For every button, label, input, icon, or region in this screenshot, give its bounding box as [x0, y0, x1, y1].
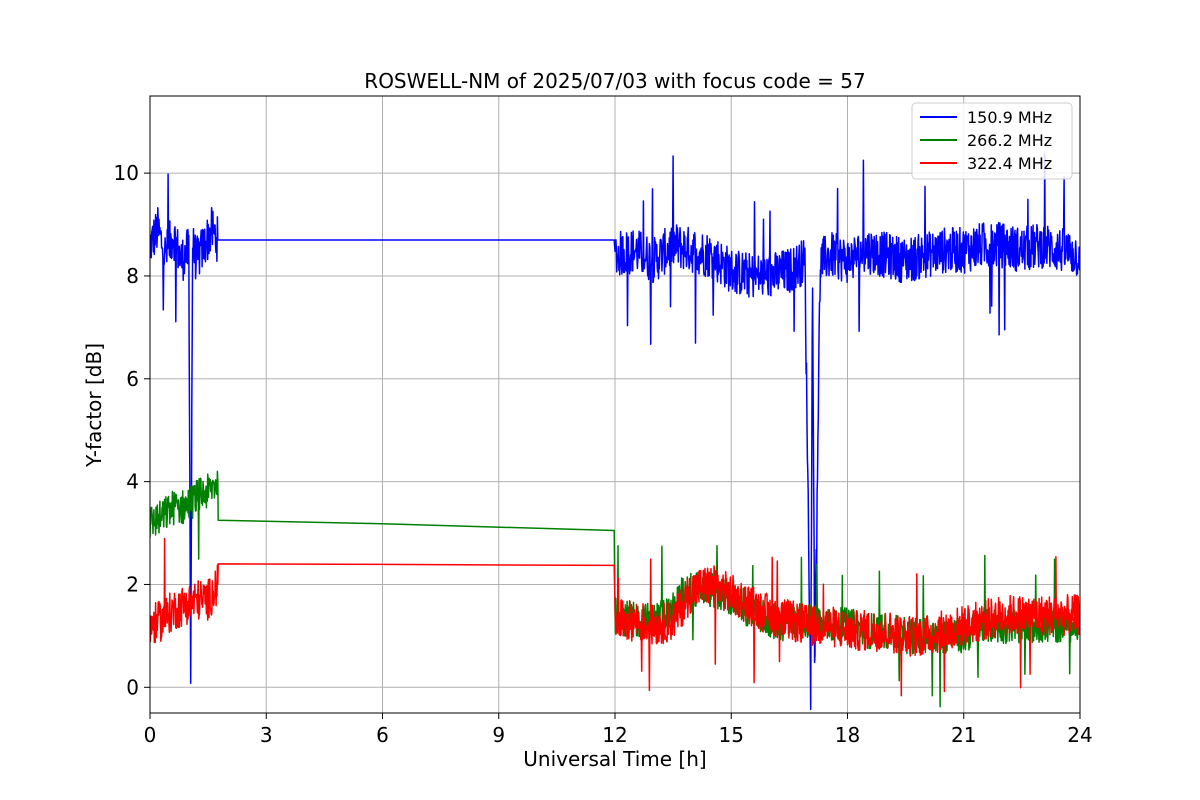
- y-tick-label: 4: [126, 470, 139, 494]
- x-tick-label: 12: [602, 723, 627, 747]
- y-tick-label: 10: [114, 161, 139, 185]
- x-axis-label: Universal Time [h]: [523, 747, 706, 771]
- y-tick-label: 0: [126, 675, 139, 699]
- legend: 150.9 MHz 266.2 MHz 322.4 MHz: [911, 102, 1073, 180]
- x-tick-label: 6: [376, 723, 389, 747]
- series-line-2: [150, 537, 1080, 697]
- x-tick-label: 3: [260, 723, 273, 747]
- y-tick-label: 2: [126, 572, 139, 596]
- x-tick-label: 9: [492, 723, 505, 747]
- legend-label-0: 150.9 MHz: [967, 108, 1052, 127]
- x-tick-label: 24: [1067, 723, 1092, 747]
- series-line-0: [150, 153, 1080, 711]
- legend-label-2: 322.4 MHz: [967, 154, 1052, 173]
- y-tick-label: 6: [126, 367, 139, 391]
- x-tick-label: 0: [144, 723, 157, 747]
- y-axis-label: Y-factor [dB]: [82, 343, 106, 468]
- x-tick-label: 18: [835, 723, 860, 747]
- legend-label-1: 266.2 MHz: [967, 131, 1052, 150]
- series-layer: [150, 153, 1080, 711]
- legend-box: [911, 102, 1073, 180]
- y-tick-label: 8: [126, 264, 139, 288]
- x-tick-label: 21: [951, 723, 976, 747]
- chart-title: ROSWELL-NM of 2025/07/03 with focus code…: [364, 69, 865, 93]
- x-tick-label: 15: [719, 723, 744, 747]
